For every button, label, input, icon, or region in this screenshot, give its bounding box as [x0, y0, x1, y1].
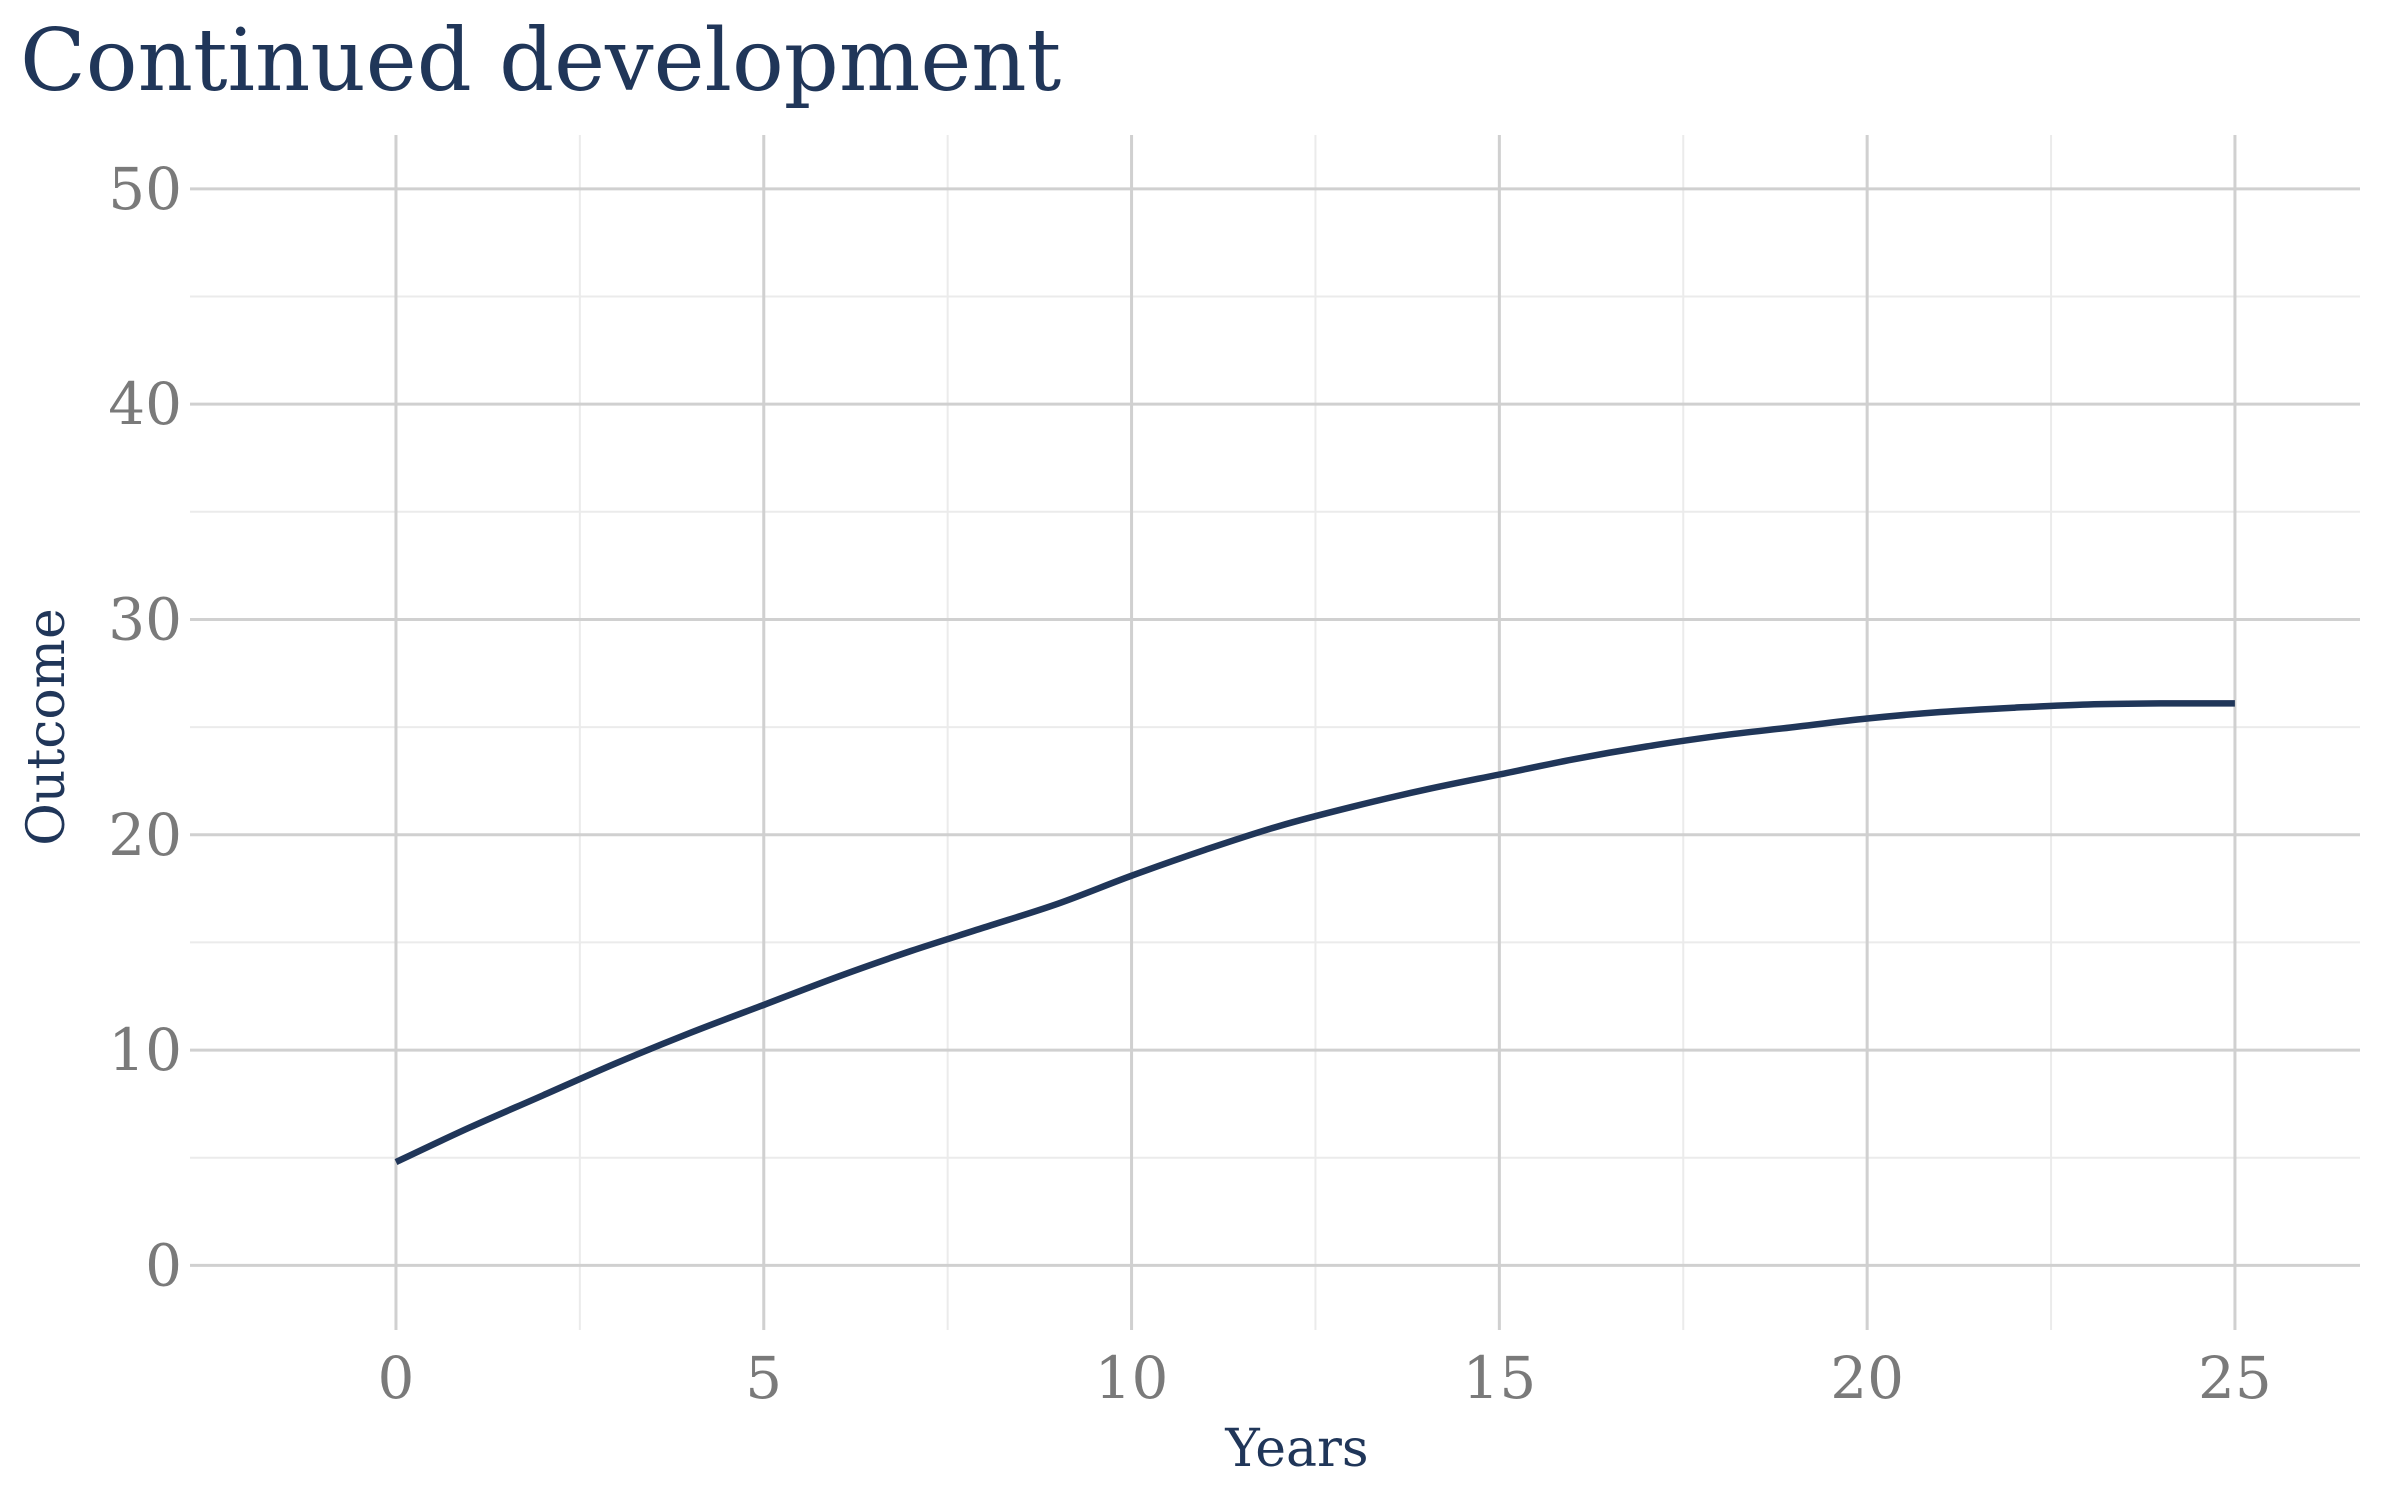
major-gridlines — [190, 135, 2360, 1330]
x-tick-label: 0 — [378, 1344, 415, 1412]
minor-gridlines — [190, 135, 2360, 1330]
y-tick-label: 30 — [108, 585, 182, 653]
x-tick-label: 5 — [745, 1344, 782, 1412]
x-tick-label: 20 — [1830, 1344, 1904, 1412]
series-layer — [394, 700, 2235, 1166]
y-tick-label: 10 — [108, 1016, 182, 1084]
y-axis-tick-labels: 0 10 20 30 40 50 — [108, 155, 182, 1300]
x-tick-label: 15 — [1462, 1344, 1536, 1412]
y-tick-label: 50 — [108, 155, 182, 223]
series-line — [394, 700, 2235, 1166]
y-axis-title: Outcome — [17, 608, 77, 846]
x-tick-label: 25 — [2198, 1344, 2272, 1412]
y-tick-label: 20 — [108, 801, 182, 869]
x-axis-title: Years — [1224, 1419, 1368, 1479]
x-tick-label: 10 — [1095, 1344, 1169, 1412]
x-axis-tick-labels: 0 5 10 15 20 25 — [378, 1344, 2272, 1412]
chart-title: Continued development — [20, 11, 1061, 111]
y-tick-label: 40 — [108, 370, 182, 438]
y-tick-label: 0 — [145, 1231, 182, 1299]
